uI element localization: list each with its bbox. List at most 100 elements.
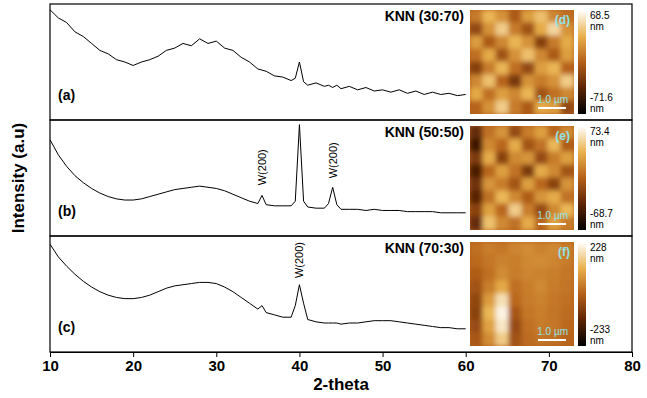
afm-letter: (f) bbox=[558, 245, 570, 259]
afm-cell bbox=[496, 294, 510, 308]
afm-cell bbox=[522, 242, 536, 256]
afm-cell bbox=[548, 294, 562, 308]
afm-cell bbox=[535, 126, 549, 140]
afm-cell bbox=[509, 281, 523, 295]
x-axis-line bbox=[51, 352, 633, 353]
afm-cell bbox=[509, 255, 523, 269]
afm-cell bbox=[522, 320, 536, 334]
colorbar-label-line: -71.6 bbox=[590, 92, 613, 103]
afm-cell bbox=[470, 333, 484, 347]
afm-cell bbox=[483, 268, 497, 282]
afm-cell bbox=[483, 294, 497, 308]
afm-cell bbox=[496, 101, 510, 115]
afm-image bbox=[470, 126, 574, 230]
colorbar-label-line: nm bbox=[590, 103, 604, 114]
afm-cell bbox=[470, 165, 484, 179]
x-tick-label: 50 bbox=[375, 357, 392, 374]
afm-cell bbox=[483, 152, 497, 166]
panel-title: KNN (70:30) bbox=[385, 240, 464, 256]
afm-cell bbox=[496, 281, 510, 295]
afm-background bbox=[470, 126, 574, 230]
x-tick: 50 bbox=[375, 352, 392, 374]
afm-cell bbox=[483, 101, 497, 115]
afm-cell bbox=[548, 75, 562, 89]
afm-cell bbox=[522, 268, 536, 282]
afm-cell bbox=[483, 204, 497, 218]
afm-cell bbox=[535, 307, 549, 321]
afm-cell bbox=[522, 10, 536, 24]
afm-cell bbox=[509, 242, 523, 256]
afm-cell bbox=[496, 49, 510, 63]
afm-cell bbox=[535, 178, 549, 192]
afm-cell bbox=[535, 268, 549, 282]
panel: Intensity (a.u)KNN (50:50)(b)W(200)W(200… bbox=[9, 120, 632, 236]
afm-cell bbox=[548, 165, 562, 179]
colorbar-label-line: nm bbox=[590, 21, 604, 32]
afm-cell bbox=[470, 281, 484, 295]
afm-cell bbox=[496, 268, 510, 282]
afm-cell bbox=[470, 217, 484, 231]
x-tick: 40 bbox=[292, 352, 309, 374]
afm-cell bbox=[509, 101, 523, 115]
afm-cell bbox=[496, 23, 510, 37]
panel-title: KNN (50:50) bbox=[385, 124, 464, 140]
afm-cell bbox=[483, 139, 497, 153]
afm-cell bbox=[470, 36, 484, 50]
x-tick: 10 bbox=[42, 352, 59, 374]
afm-cell bbox=[509, 178, 523, 192]
afm-cell bbox=[470, 75, 484, 89]
afm-cell bbox=[522, 294, 536, 308]
afm-cell bbox=[522, 255, 536, 269]
afm-cell bbox=[509, 88, 523, 102]
colorbar-label-line: 73.4 bbox=[590, 126, 610, 137]
scale-bar bbox=[538, 339, 566, 341]
scale-bar bbox=[538, 223, 566, 225]
colorbar-label-line: 68.5 bbox=[590, 10, 610, 21]
afm-cell bbox=[483, 242, 497, 256]
afm-cell bbox=[522, 75, 536, 89]
afm-cell bbox=[509, 75, 523, 89]
afm-cell bbox=[522, 126, 536, 140]
afm-cell bbox=[509, 217, 523, 231]
afm-cell bbox=[522, 88, 536, 102]
afm-cell bbox=[509, 23, 523, 37]
afm-cell bbox=[548, 178, 562, 192]
colorbar-label: 68.5nm bbox=[590, 10, 610, 32]
plot-frame bbox=[50, 236, 632, 352]
afm-cell bbox=[509, 294, 523, 308]
afm-cell bbox=[522, 62, 536, 76]
afm-cell bbox=[548, 62, 562, 76]
afm-cell bbox=[470, 49, 484, 63]
afm-cell bbox=[496, 10, 510, 24]
afm-cell bbox=[561, 62, 575, 76]
x-tick-label: 30 bbox=[208, 357, 225, 374]
afm-cells bbox=[470, 242, 574, 346]
colorbar-label-line: -233 bbox=[590, 324, 610, 335]
afm-cells bbox=[470, 126, 574, 230]
scale-bar-label: 1.0 µm bbox=[537, 210, 568, 221]
afm-panel: 73.4nm-68.7nm(e)1.0 µm bbox=[470, 126, 614, 231]
afm-cell bbox=[535, 23, 549, 37]
afm-cell bbox=[483, 333, 497, 347]
afm-cell bbox=[483, 165, 497, 179]
afm-cell bbox=[470, 62, 484, 76]
x-tick-label: 10 bbox=[42, 357, 59, 374]
plot-frame bbox=[50, 120, 632, 236]
x-tick-label: 60 bbox=[458, 357, 475, 374]
afm-cell bbox=[470, 101, 484, 115]
afm-cell bbox=[496, 191, 510, 205]
afm-cell bbox=[470, 255, 484, 269]
afm-cell bbox=[496, 320, 510, 334]
afm-cell bbox=[522, 152, 536, 166]
afm-cell bbox=[496, 75, 510, 89]
afm-cell bbox=[561, 36, 575, 50]
afm-cell bbox=[470, 152, 484, 166]
afm-cell bbox=[535, 294, 549, 308]
figure-svg: KNN (30:70)(a)Intensity (a.u)KNN (50:50)… bbox=[0, 0, 647, 398]
afm-cell bbox=[470, 178, 484, 192]
afm-cell bbox=[483, 62, 497, 76]
afm-cell bbox=[509, 139, 523, 153]
afm-cell bbox=[522, 307, 536, 321]
afm-cell bbox=[522, 191, 536, 205]
x-tick: 20 bbox=[125, 352, 142, 374]
